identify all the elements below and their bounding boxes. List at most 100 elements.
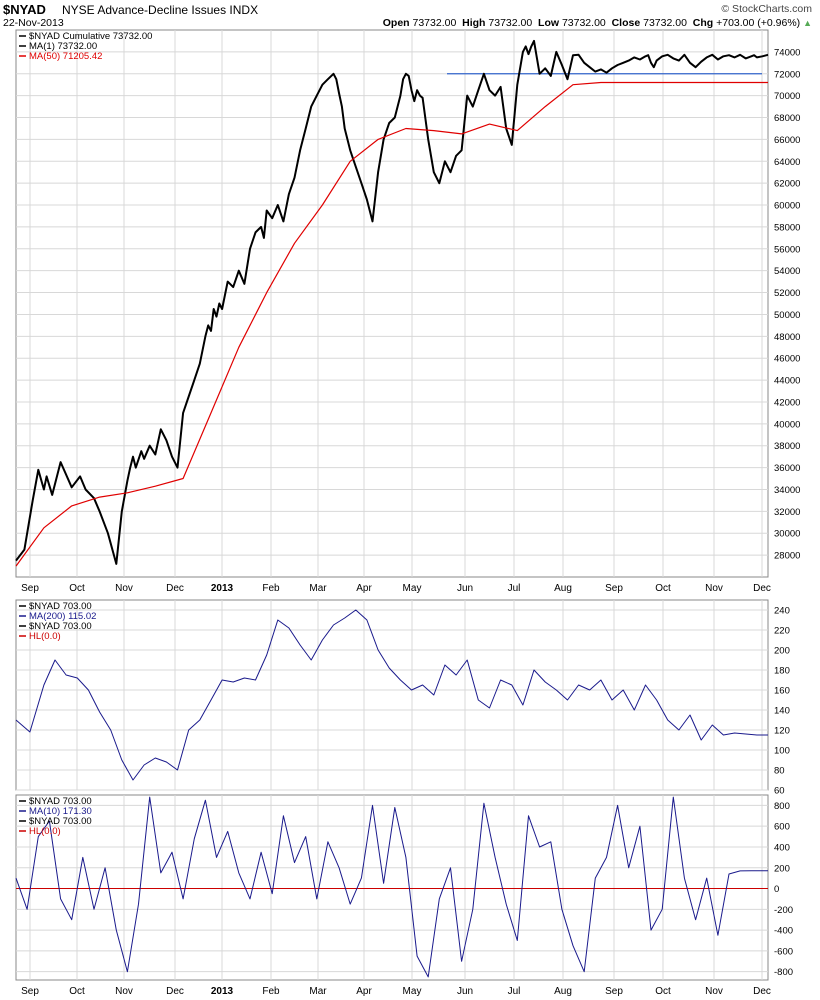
- chg-value: +703.00 (+0.96%): [716, 17, 801, 29]
- y-tick-label: 62000: [774, 179, 800, 190]
- x-month-label: 2013: [211, 986, 234, 997]
- y-tick-label: 56000: [774, 244, 800, 255]
- y-tick-label: 200: [774, 646, 790, 657]
- y-tick-label: 42000: [774, 397, 800, 408]
- panel-bottom-frame: [15, 794, 769, 981]
- y-tick-label: 66000: [774, 135, 800, 146]
- x-month-label: Dec: [166, 583, 184, 594]
- y-tick-label: 60000: [774, 201, 800, 212]
- y-tick-label: 240: [774, 606, 790, 617]
- x-month-label: Oct: [655, 986, 671, 997]
- x-month-label: Sep: [605, 583, 623, 594]
- x-month-label: Mar: [309, 986, 327, 997]
- x-month-label: Sep: [21, 583, 39, 594]
- x-month-label: Dec: [166, 986, 184, 997]
- y-tick-label: 54000: [774, 266, 800, 277]
- y-tick-label: 36000: [774, 463, 800, 474]
- legend-entry: MA(1) 73732.00: [29, 41, 97, 52]
- y-tick-label: -600: [774, 946, 793, 957]
- y-tick-label: 72000: [774, 69, 800, 80]
- series-line-main-1: [15, 81, 768, 567]
- legend-entry: MA(50) 71205.42: [29, 51, 102, 62]
- y-tick-label: 30000: [774, 529, 800, 540]
- open-value: 73732.00: [412, 17, 457, 29]
- x-month-label: May: [403, 986, 422, 997]
- x-month-label: Oct: [655, 583, 671, 594]
- x-month-label: Feb: [262, 583, 280, 594]
- x-month-label: Dec: [753, 986, 771, 997]
- x-month-label: Jul: [508, 583, 521, 594]
- close-value: 73732.00: [643, 17, 687, 29]
- y-tick-label: 220: [774, 626, 790, 637]
- x-month-label: Jul: [508, 986, 521, 997]
- x-month-label: Apr: [356, 986, 372, 997]
- x-month-label: Nov: [115, 583, 133, 594]
- x-month-label: Nov: [705, 986, 723, 997]
- legend-entry: HL(0.0): [29, 826, 61, 837]
- x-month-label: Nov: [705, 583, 723, 594]
- y-tick-label: 58000: [774, 222, 800, 233]
- y-tick-label: -400: [774, 926, 793, 937]
- x-month-label: Jun: [457, 583, 473, 594]
- y-tick-label: 64000: [774, 157, 800, 168]
- panel-main-frame: [15, 29, 769, 578]
- series-line-bottom-0: [15, 796, 768, 978]
- ohlc-readout: Open 73732.00 High 73732.00 Low 73732.00…: [383, 17, 812, 29]
- y-tick-label: 52000: [774, 288, 800, 299]
- copyright-label: © StockCharts.com: [721, 3, 812, 15]
- y-tick-label: 70000: [774, 91, 800, 102]
- x-month-label: Oct: [69, 583, 85, 594]
- high-label: High: [462, 17, 486, 29]
- y-tick-label: 40000: [774, 419, 800, 430]
- y-tick-label: 32000: [774, 507, 800, 518]
- y-tick-label: 600: [774, 822, 790, 833]
- x-month-label: Aug: [554, 583, 572, 594]
- low-label: Low: [538, 17, 560, 29]
- high-value: 73732.00: [488, 17, 533, 29]
- legend-entry: $NYAD 703.00: [29, 816, 92, 827]
- legend-entry: MA(200) 115.02: [29, 611, 96, 622]
- y-tick-label: 400: [774, 842, 790, 853]
- x-month-label: Aug: [554, 986, 572, 997]
- symbol-description: NYSE Advance-Decline Issues INDX: [62, 3, 259, 17]
- x-month-label: Nov: [115, 986, 133, 997]
- legend-entry: $NYAD Cumulative 73732.00: [29, 31, 152, 42]
- close-label: Close: [611, 17, 641, 29]
- chart-date: 22-Nov-2013: [3, 17, 64, 29]
- chg-label: Chg: [692, 17, 714, 29]
- y-tick-label: 74000: [774, 47, 800, 58]
- x-month-label: Mar: [309, 583, 327, 594]
- x-month-label: Sep: [605, 986, 623, 997]
- y-tick-label: 800: [774, 801, 790, 812]
- x-month-label: Feb: [262, 986, 280, 997]
- y-tick-label: -800: [774, 967, 793, 978]
- y-tick-label: 140: [774, 706, 790, 717]
- y-tick-label: 100: [774, 746, 790, 757]
- legend-entry: MA(10) 171.30: [29, 806, 92, 817]
- x-month-label: Jun: [457, 986, 473, 997]
- x-month-label: Oct: [69, 986, 85, 997]
- x-month-label: May: [403, 583, 422, 594]
- x-month-label: 2013: [211, 583, 234, 594]
- y-tick-label: 48000: [774, 332, 800, 343]
- open-label: Open: [382, 17, 410, 29]
- x-month-label: Dec: [753, 583, 771, 594]
- legend-entry: $NYAD 703.00: [29, 601, 92, 612]
- y-tick-label: 120: [774, 726, 790, 737]
- series-line-middle-0: [15, 609, 768, 781]
- expand-icon[interactable]: ▲: [803, 18, 812, 28]
- panel-middle-frame: [15, 599, 769, 791]
- legend-entry: HL(0.0): [29, 631, 61, 642]
- y-tick-label: 180: [774, 666, 790, 677]
- y-tick-label: 0: [774, 884, 779, 895]
- y-tick-label: 160: [774, 686, 790, 697]
- y-tick-label: -200: [774, 905, 793, 916]
- x-month-label: Apr: [356, 583, 372, 594]
- y-tick-label: 44000: [774, 376, 800, 387]
- y-tick-label: 80: [774, 766, 785, 777]
- low-value: 73732.00: [561, 17, 606, 29]
- y-tick-label: 50000: [774, 310, 800, 321]
- y-tick-label: 68000: [774, 113, 800, 124]
- legend-entry: $NYAD 703.00: [29, 796, 92, 807]
